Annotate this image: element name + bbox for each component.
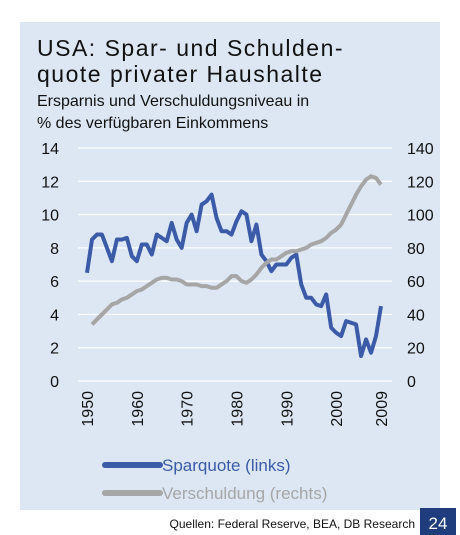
- y-tick-label: 2: [50, 341, 59, 358]
- legend-label: Verschuldung (rechts): [162, 484, 327, 503]
- y-tick-label: 8: [50, 241, 59, 258]
- chart-title: quote privater Haushalte: [37, 61, 324, 87]
- x-tick-label: 2009: [374, 391, 391, 427]
- legend-label: Sparquote (links): [162, 456, 291, 475]
- y2-tick-label: 40: [407, 307, 425, 324]
- data-line: [85, 192, 383, 359]
- page-number-box: [420, 508, 456, 535]
- chart-subtitle: Ersparnis und Verschuldungsniveau in: [37, 93, 309, 110]
- y2-tick-label: 140: [407, 141, 434, 158]
- page-number: 24: [429, 514, 448, 533]
- y-tick-label: 6: [50, 274, 59, 291]
- y-tick-label: 4: [50, 307, 59, 324]
- x-tick-label: 1950: [80, 391, 97, 427]
- y2-tick-label: 20: [407, 341, 425, 358]
- y2-tick-label: 120: [407, 174, 434, 191]
- x-tick-label: 1980: [229, 391, 246, 427]
- x-tick-label: 1970: [180, 391, 197, 427]
- chart-subtitle: % des verfügbaren Einkommens: [37, 115, 268, 132]
- x-tick-label: 1990: [279, 391, 296, 427]
- y2-tick-label: 80: [407, 241, 425, 258]
- source-note: Quellen: Federal Reserve, BEA, DB Resear…: [170, 517, 415, 531]
- x-tick-label: 2000: [329, 391, 346, 427]
- y-tick-label: 14: [41, 141, 59, 158]
- data-line: [90, 174, 383, 326]
- y2-tick-label: 100: [407, 208, 434, 225]
- y2-tick-label: 0: [407, 374, 416, 391]
- y2-tick-label: 60: [407, 274, 425, 291]
- y-tick-label: 10: [41, 208, 59, 225]
- y-tick-label: 12: [41, 174, 59, 191]
- chart-title: USA: Spar- und Schulden-: [37, 35, 344, 61]
- x-tick-label: 1960: [130, 391, 147, 427]
- y-tick-label: 0: [50, 374, 59, 391]
